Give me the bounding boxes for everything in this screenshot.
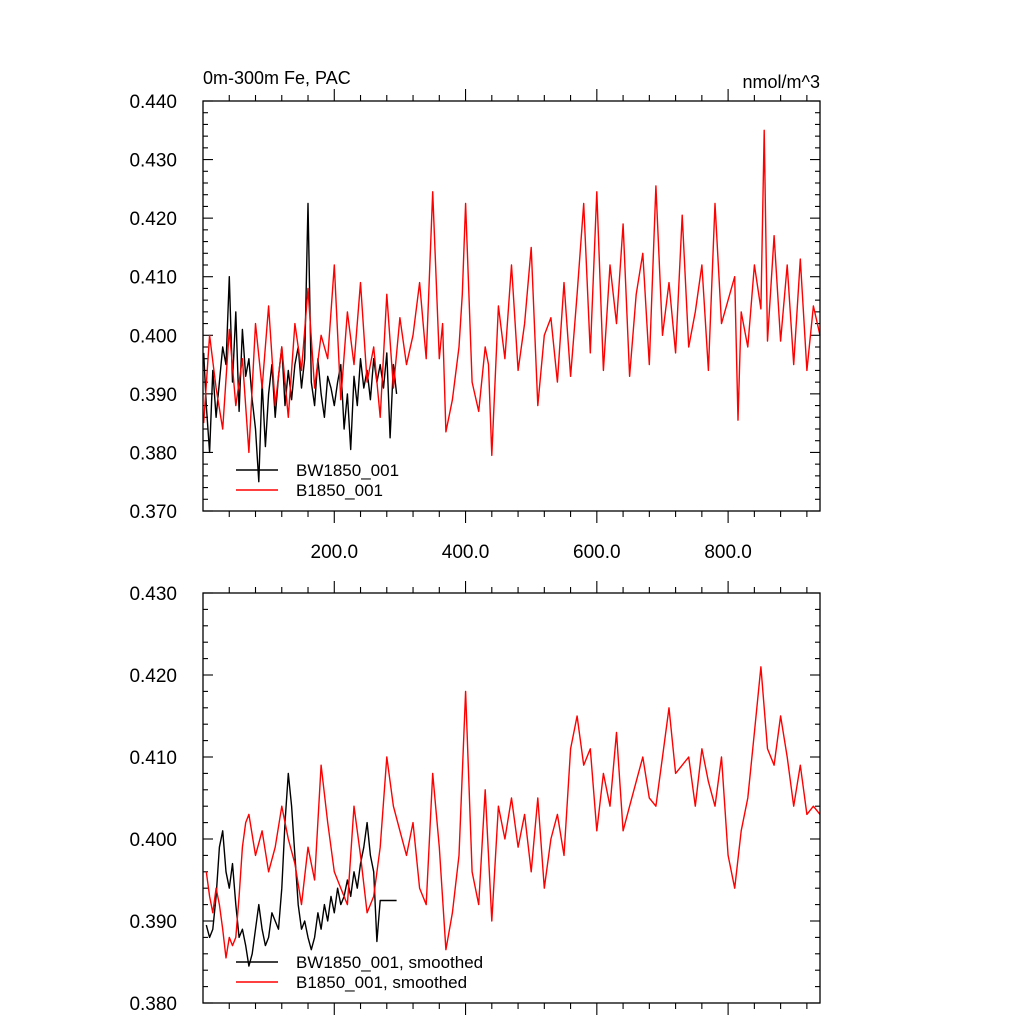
series-line-black (203, 202, 398, 483)
y-tick-label: 0.430 (129, 584, 177, 605)
y-tick-label: 0.440 (129, 92, 177, 113)
bottom-panel-axes: 0.380 0.390 0.400 0.410 0.420 0.430 (129, 581, 820, 1015)
series-line-red (203, 129, 821, 457)
bottom-panel-frame (202, 592, 821, 1004)
legend-label: B1850_001, smoothed (296, 973, 467, 992)
top-panel-axes: 0.370 0.380 0.390 0.400 0.410 0.420 0.430 0.440… (129, 89, 820, 563)
top-panel-series (203, 129, 821, 483)
y-tick-label: 0.410 (129, 268, 177, 289)
units-label: nmol/m^3 (743, 72, 820, 92)
x-tick-label: 800.0 (704, 542, 752, 563)
x-tick-label: 600.0 (573, 542, 621, 563)
legend-label: BW1850_001 (296, 461, 399, 480)
legend-label: B1850_001 (296, 481, 383, 500)
x-tick-label: 400.0 (442, 542, 490, 563)
y-tick-label: 0.420 (129, 209, 177, 230)
top-panel: 0m-300m Fe, PAC nmol/m^3 0.370 0.380 0.390… (129, 68, 821, 563)
x-tick-label: 200.0 (311, 542, 359, 563)
y-tick-label: 0.390 (129, 385, 177, 406)
y-tick-label: 0.400 (129, 326, 177, 347)
y-tick-label: 0.410 (129, 748, 177, 769)
y-tick-label: 0.420 (129, 666, 177, 687)
y-tick-label: 0.370 (129, 502, 177, 523)
y-tick-label: 0.400 (129, 830, 177, 851)
top-panel-frame (202, 100, 821, 512)
y-tick-label: 0.380 (129, 994, 177, 1015)
y-tick-label: 0.430 (129, 151, 177, 172)
series-line-red (205, 666, 821, 959)
chart-title: 0m-300m Fe, PAC (203, 68, 351, 88)
series-line-black (205, 772, 397, 967)
y-tick-label: 0.390 (129, 912, 177, 933)
y-tick-label: 0.380 (129, 443, 177, 464)
legend-label: BW1850_001, smoothed (296, 953, 483, 972)
bottom-panel-series (205, 666, 821, 967)
bottom-panel: 0.380 0.390 0.400 0.410 0.420 0.430 BW1850_00… (129, 581, 821, 1015)
